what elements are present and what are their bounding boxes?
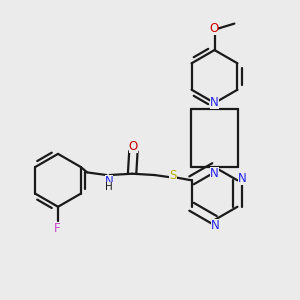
Text: O: O [209, 22, 218, 35]
Text: N: N [210, 167, 219, 180]
Text: N: N [238, 172, 247, 185]
Text: N: N [211, 219, 220, 232]
Text: N: N [105, 175, 113, 188]
Text: O: O [129, 140, 138, 153]
Text: N: N [210, 96, 219, 109]
Text: F: F [54, 222, 60, 235]
Text: S: S [169, 169, 177, 182]
Text: H: H [105, 182, 113, 192]
